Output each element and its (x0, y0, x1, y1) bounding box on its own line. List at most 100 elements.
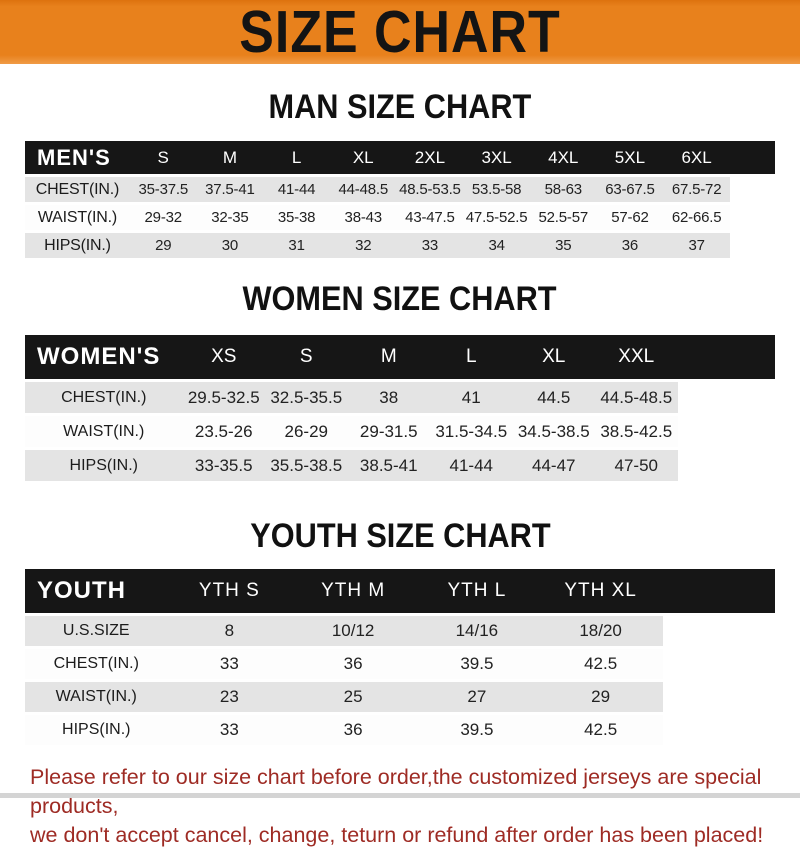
table-row: CHEST(IN.) 29.5-32.5 32.5-35.5 38 41 44.5 44.5… (25, 382, 775, 413)
value-cell: 67.5-72 (663, 177, 730, 202)
value-cell: 33-35.5 (182, 450, 265, 481)
value-cell: 33 (167, 715, 292, 745)
table-row: HIPS(IN.) 33-35.5 35.5-38.5 38.5-41 41-44 44-… (25, 450, 775, 481)
column-header-cell: 3XL (463, 141, 530, 174)
value-cell: 29-31.5 (347, 416, 430, 447)
column-header-cell: XS (182, 335, 265, 379)
value-cell: 37.5-41 (196, 177, 264, 202)
youth-section-heading-text: YOUTH SIZE CHART (249, 515, 551, 555)
value-cell: 39.5 (415, 715, 539, 745)
value-cell: 44.5-48.5 (595, 382, 678, 413)
value-cell: 35.5-38.5 (265, 450, 348, 481)
value-cell: 62-66.5 (663, 205, 730, 230)
value-cell: 31.5-34.5 (430, 416, 513, 447)
column-header-cell: YTH S (167, 569, 292, 613)
value-cell: 29.5-32.5 (182, 382, 265, 413)
value-cell: 33 (396, 233, 464, 258)
row-label-cell: HIPS(IN.) (25, 450, 183, 481)
value-cell: 25 (291, 682, 415, 712)
value-cell: 10/12 (291, 616, 415, 646)
filler-cell (730, 205, 775, 230)
value-cell: 42.5 (538, 715, 663, 745)
filler-cell (730, 233, 775, 258)
women-section-heading-text: WOMEN SIZE CHART (242, 278, 558, 318)
column-header-cell: XXL (595, 335, 678, 379)
value-cell: 29 (129, 233, 197, 258)
filler-cell (730, 177, 775, 202)
value-cell: 44.5 (512, 382, 595, 413)
column-header-cell: YTH XL (538, 569, 663, 613)
disclaimer-line-1: Please refer to our size chart before or… (30, 765, 762, 818)
filler-cell (662, 569, 775, 613)
youth-section-heading: YOUTH SIZE CHART (0, 515, 800, 555)
column-header-cell: 2XL (396, 141, 464, 174)
value-cell: 32.5-35.5 (265, 382, 348, 413)
filler-cell (678, 416, 776, 447)
disclaimer-note: Please refer to our size chart before or… (30, 763, 800, 850)
value-cell: 44-47 (512, 450, 595, 481)
youth-size-table: YOUTH YTH S YTH M YTH L YTH XL U.S.SIZE 8 10/12… (25, 566, 775, 748)
value-cell: 41 (430, 382, 513, 413)
table-row: CHEST(IN.) 35-37.5 37.5-41 41-44 44-48.5 48.5… (25, 177, 775, 202)
value-cell: 38 (347, 382, 430, 413)
row-label-cell: WAIST(IN.) (25, 682, 168, 712)
value-cell: 31 (263, 233, 330, 258)
value-cell: 52.5-57 (529, 205, 597, 230)
filler-cell (663, 715, 776, 745)
man-section-heading: MAN SIZE CHART (0, 86, 800, 126)
value-cell: 23.5-26 (182, 416, 265, 447)
value-cell: 58-63 (529, 177, 597, 202)
value-cell: 32-35 (196, 205, 264, 230)
value-cell: 37 (663, 233, 730, 258)
value-cell: 29-32 (129, 205, 197, 230)
table-row: HIPS(IN.) 33 36 39.5 42.5 (25, 715, 775, 745)
row-label-cell: CHEST(IN.) (25, 177, 130, 202)
title-banner: SIZE CHART (0, 0, 800, 65)
value-cell: 38.5-41 (347, 450, 430, 481)
column-header-cell: XL (512, 335, 595, 379)
column-header-cell: YTH L (415, 569, 539, 613)
value-cell: 32 (329, 233, 397, 258)
value-cell: 23 (167, 682, 292, 712)
value-cell: 36 (291, 715, 415, 745)
value-cell: 35-37.5 (129, 177, 197, 202)
value-cell: 26-29 (265, 416, 348, 447)
column-header-cell: 5XL (596, 141, 664, 174)
value-cell: 18/20 (538, 616, 663, 646)
women-size-table: WOMEN'S XS S M L XL XXL CHEST(IN.) 29.5-32.5 32.5… (25, 332, 775, 484)
value-cell: 35 (529, 233, 597, 258)
table-row: U.S.SIZE 8 10/12 14/16 18/20 (25, 616, 775, 646)
value-cell: 63-67.5 (596, 177, 664, 202)
value-cell: 36 (596, 233, 664, 258)
value-cell: 38.5-42.5 (595, 416, 678, 447)
value-cell: 57-62 (596, 205, 664, 230)
value-cell: 41-44 (430, 450, 513, 481)
value-cell: 42.5 (538, 649, 663, 679)
value-cell: 48.5-53.5 (396, 177, 464, 202)
value-cell: 41-44 (263, 177, 330, 202)
row-label-cell: U.S.SIZE (25, 616, 168, 646)
value-cell: 43-47.5 (396, 205, 464, 230)
value-cell: 44-48.5 (329, 177, 397, 202)
table-header-row: WOMEN'S XS S M L XL XXL (25, 335, 775, 379)
column-header-cell: M (347, 335, 430, 379)
filler-cell (729, 141, 775, 174)
row-label-cell: HIPS(IN.) (25, 233, 130, 258)
row-label-cell: WAIST(IN.) (25, 416, 183, 447)
column-header-cell: 6XL (663, 141, 730, 174)
table-row: WAIST(IN.) 23 25 27 29 (25, 682, 775, 712)
man-section-heading-text: MAN SIZE CHART (268, 86, 532, 126)
table-corner-label: MEN'S (25, 141, 130, 174)
column-header-cell: S (265, 335, 348, 379)
column-header-cell: XL (329, 141, 397, 174)
women-section-heading: WOMEN SIZE CHART (0, 278, 800, 318)
row-label-cell: CHEST(IN.) (25, 649, 168, 679)
table-row: HIPS(IN.) 29 30 31 32 33 34 35 36 37 (25, 233, 775, 258)
value-cell: 35-38 (263, 205, 330, 230)
table-corner-label: YOUTH (25, 569, 168, 613)
column-header-cell: M (196, 141, 264, 174)
filler-cell (663, 649, 776, 679)
row-label-cell: CHEST(IN.) (25, 382, 183, 413)
man-size-table: MEN'S S M L XL 2XL 3XL 4XL 5XL 6XL CHEST(IN.) 35-37… (25, 138, 775, 261)
filler-cell (677, 335, 775, 379)
